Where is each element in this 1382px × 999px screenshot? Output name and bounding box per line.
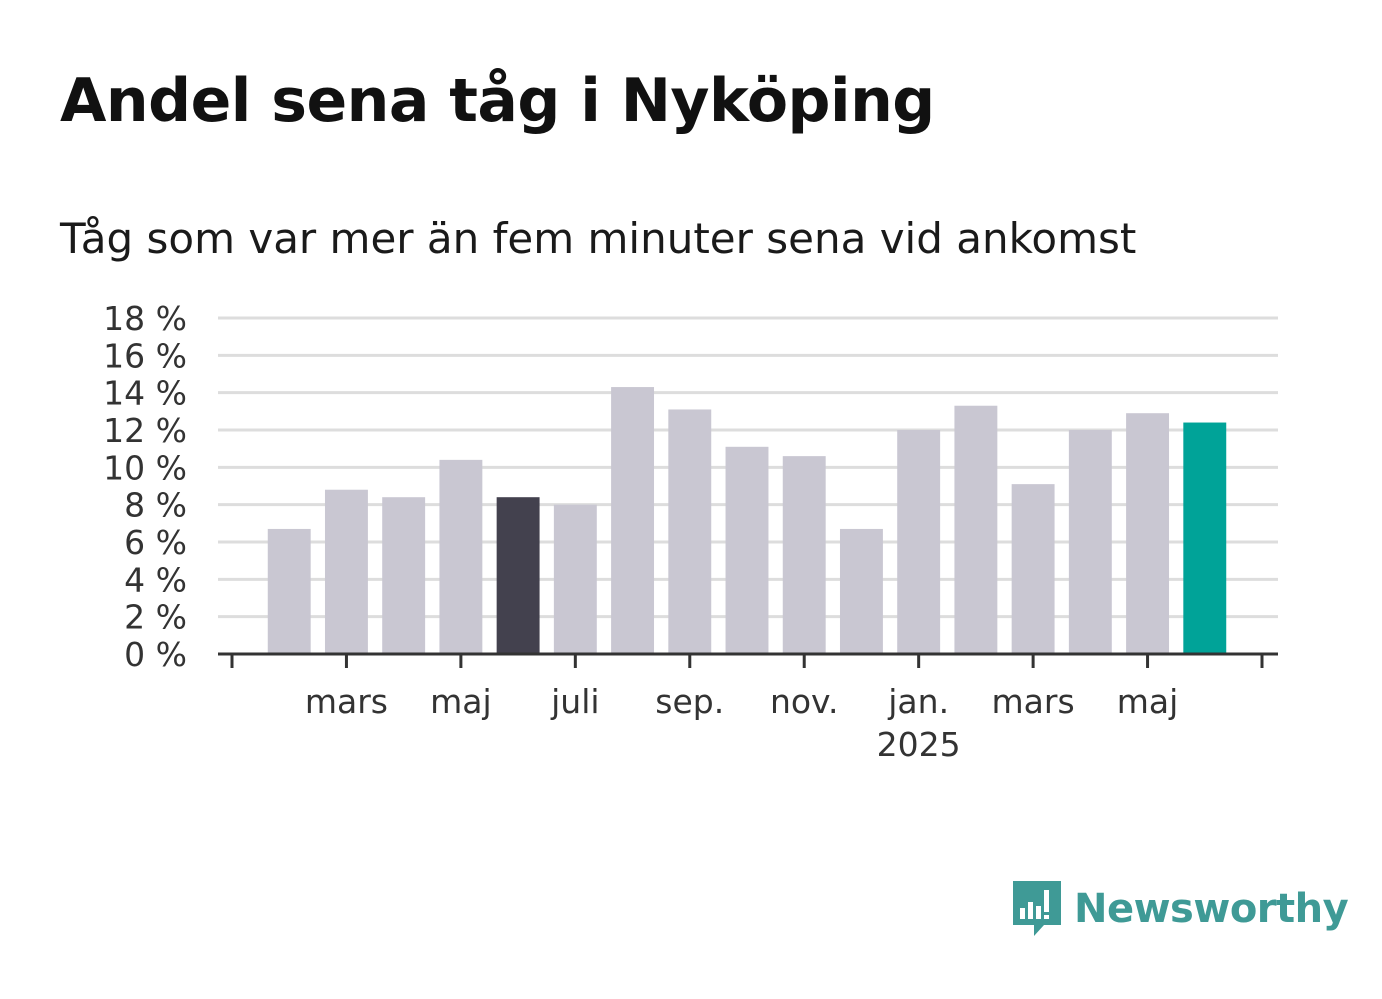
x-tick-year-label: 2025 <box>877 725 961 764</box>
x-tick-label: juli <box>550 682 599 721</box>
y-axis: 0 %2 %4 %6 %8 %10 %12 %14 %16 %18 % <box>103 299 187 674</box>
x-tick-label: sep. <box>655 682 724 721</box>
bar <box>439 459 483 654</box>
bars <box>267 387 1227 654</box>
x-tick-label: maj <box>1117 682 1179 721</box>
bar <box>954 405 998 654</box>
y-tick-label: 4 % <box>124 560 187 599</box>
y-tick-label: 8 % <box>124 486 187 525</box>
bar <box>1068 430 1112 654</box>
x-tick-label: jan. <box>887 682 949 721</box>
bar <box>267 528 311 654</box>
bar <box>1183 422 1227 654</box>
bar <box>668 409 712 654</box>
bar <box>553 504 597 654</box>
y-tick-label: 12 % <box>103 411 187 450</box>
x-tick-label: maj <box>430 682 492 721</box>
y-tick-label: 10 % <box>103 448 187 487</box>
y-tick-label: 18 % <box>103 299 187 338</box>
bar <box>1011 484 1055 654</box>
bar <box>611 387 655 654</box>
bar <box>496 497 540 654</box>
y-tick-label: 14 % <box>103 374 187 413</box>
bar <box>897 430 941 654</box>
x-axis: mars maj juli sep. nov. jan. 2025 mars maj <box>218 652 1278 764</box>
y-tick-label: 0 % <box>124 635 187 674</box>
bar <box>382 497 426 654</box>
chart-subtitle: Tåg som var mer än fem minuter sena vid … <box>60 214 1137 263</box>
y-tick-label: 2 % <box>124 598 187 637</box>
bar <box>725 446 769 654</box>
bar <box>839 528 883 654</box>
x-tick-label: mars <box>992 682 1075 721</box>
y-tick-label: 6 % <box>124 523 187 562</box>
brand-name: Newsworthy <box>1074 886 1349 932</box>
newsworthy-chart-bubble-icon <box>1013 881 1061 936</box>
brand-logo: Newsworthy <box>1010 878 1349 940</box>
bar <box>324 489 368 654</box>
bar <box>782 456 826 654</box>
y-tick-label: 16 % <box>103 336 187 375</box>
x-tick-label: nov. <box>770 682 839 721</box>
x-tick-label: mars <box>305 682 388 721</box>
chart-title: Andel sena tåg i Nyköping <box>60 66 935 136</box>
bar <box>1126 413 1170 654</box>
